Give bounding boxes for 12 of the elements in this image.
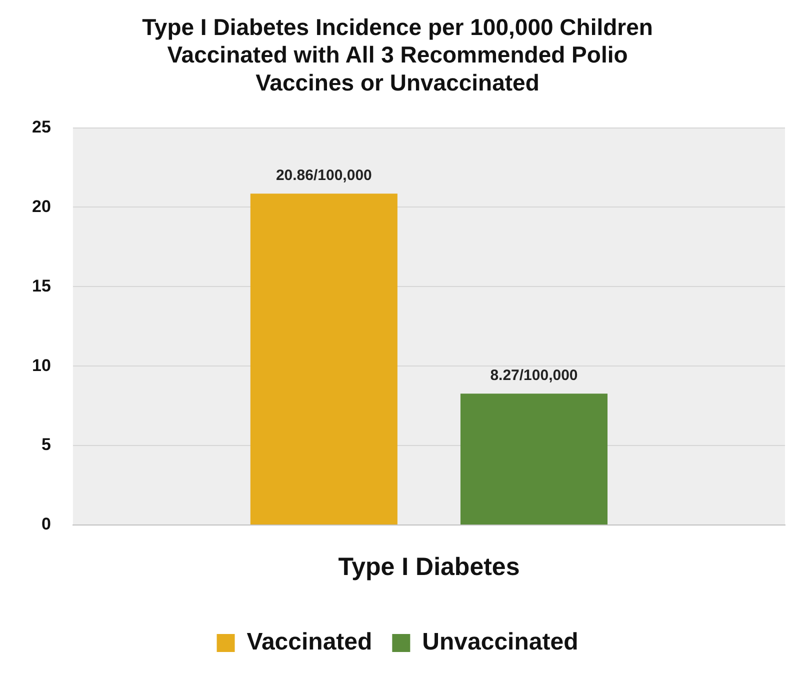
data-label: 8.27/100,000: [490, 367, 578, 384]
x-tick-label: Type I Diabetes: [338, 552, 520, 581]
legend-label: Unvaccinated: [422, 628, 578, 656]
y-tick-label: 0: [41, 514, 51, 534]
y-tick-label: 15: [32, 276, 51, 296]
y-tick-label: 5: [41, 435, 51, 454]
y-tick-label: 10: [32, 356, 51, 375]
y-tick-label: 25: [32, 117, 51, 136]
y-tick-label: 20: [32, 196, 51, 216]
chart-title: Type I Diabetes Incidence per 100,000 Children Vaccinated with All 3 Recommended Polio Vaccines or Unvaccinated: [142, 14, 653, 96]
data-label: 20.86/100,000: [276, 167, 372, 184]
legend-label: Vaccinated: [246, 628, 372, 656]
